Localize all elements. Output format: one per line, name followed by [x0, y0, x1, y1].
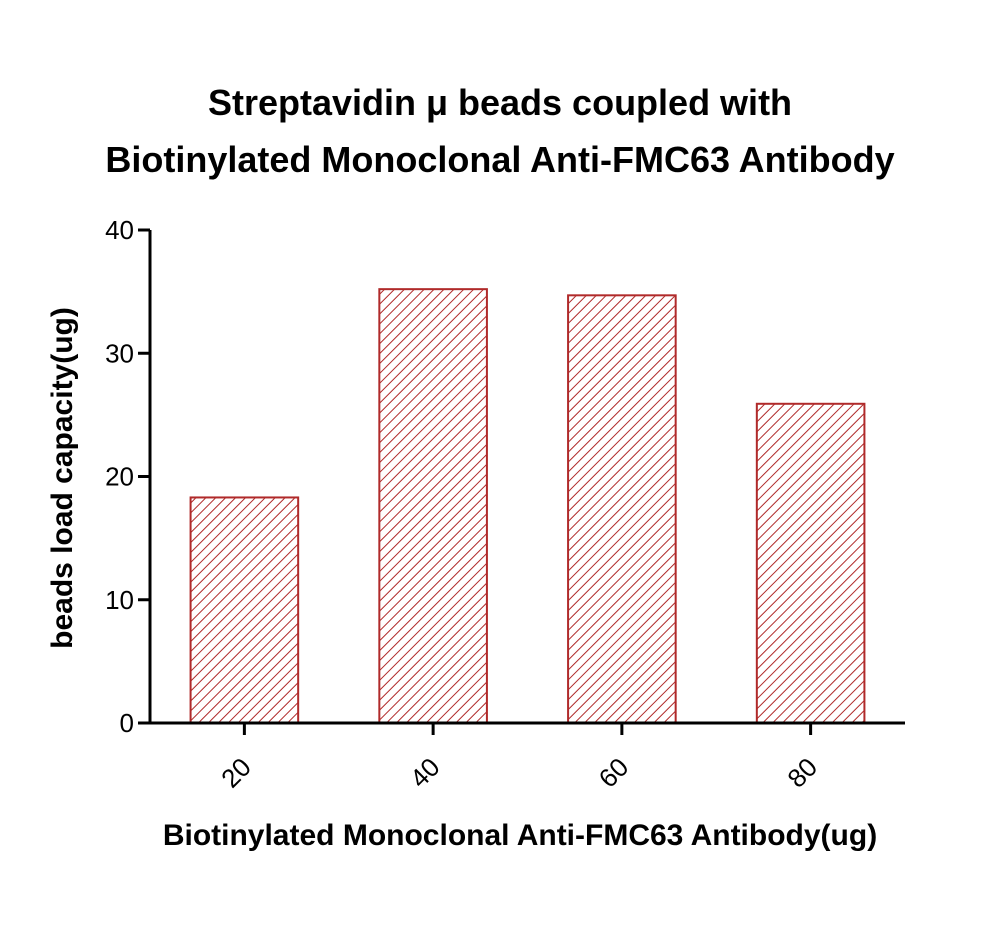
- chart-title-line-1: Streptavidin μ beads coupled with: [208, 82, 792, 123]
- x-tick-label: 80: [781, 752, 823, 794]
- y-tick-label: 30: [105, 338, 134, 368]
- y-tick-label: 40: [105, 215, 134, 245]
- x-axis-label: Biotinylated Monoclonal Anti-FMC63 Antib…: [163, 819, 877, 852]
- bars-layer: [189, 288, 866, 725]
- x-tick-label: 40: [404, 752, 446, 794]
- x-tick-label: 60: [593, 752, 635, 794]
- y-tick-label: 0: [120, 708, 134, 738]
- chart-title-line-2: Biotinylated Monoclonal Anti-FMC63 Antib…: [105, 139, 894, 180]
- bar-60: [567, 294, 677, 724]
- y-axis-label: beads load capacity(ug): [46, 307, 79, 649]
- bar-20: [189, 496, 300, 725]
- y-tick-label: 10: [105, 585, 134, 615]
- y-tick-label: 20: [105, 462, 134, 492]
- x-tick-label: 20: [215, 752, 257, 794]
- bar-40: [378, 288, 488, 724]
- bar-80: [755, 402, 866, 724]
